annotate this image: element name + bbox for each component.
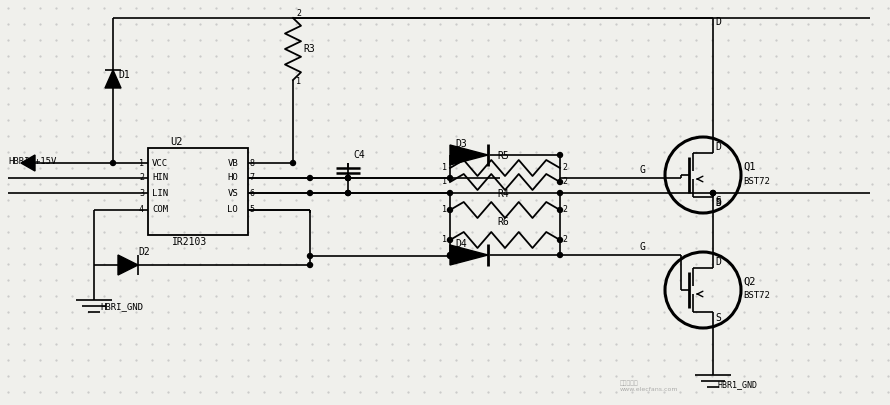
Circle shape — [448, 175, 452, 181]
Text: S: S — [715, 313, 721, 323]
Circle shape — [557, 237, 562, 243]
Text: R4: R4 — [497, 189, 509, 199]
Text: 2: 2 — [562, 205, 567, 215]
Circle shape — [345, 175, 351, 181]
Text: D2: D2 — [138, 247, 150, 257]
Text: C4: C4 — [353, 150, 365, 160]
Text: VS: VS — [227, 188, 238, 198]
Text: 4: 4 — [139, 205, 144, 215]
Circle shape — [557, 179, 562, 185]
Text: VCC: VCC — [152, 158, 168, 168]
Circle shape — [557, 252, 562, 258]
Text: 1: 1 — [442, 177, 447, 186]
Text: S: S — [715, 196, 721, 206]
Circle shape — [345, 190, 351, 196]
Text: Q1: Q1 — [743, 162, 756, 172]
Circle shape — [557, 207, 562, 213]
Text: HBR1_GND: HBR1_GND — [718, 381, 758, 390]
Circle shape — [448, 254, 452, 258]
Text: HBRI_+15V: HBRI_+15V — [8, 156, 56, 166]
Text: 1: 1 — [296, 77, 301, 87]
Text: D: D — [715, 257, 721, 267]
Text: VB: VB — [227, 158, 238, 168]
Text: HO: HO — [227, 173, 238, 183]
Text: HIN: HIN — [152, 173, 168, 183]
Polygon shape — [118, 255, 138, 275]
Circle shape — [710, 190, 716, 196]
Text: 电子发烧友
www.elecfans.com: 电子发烧友 www.elecfans.com — [620, 381, 678, 392]
Circle shape — [557, 153, 562, 158]
Text: IR2103: IR2103 — [172, 237, 207, 247]
Text: G: G — [640, 165, 646, 175]
Circle shape — [110, 160, 116, 166]
Polygon shape — [450, 245, 488, 265]
Polygon shape — [450, 145, 488, 165]
Text: 7: 7 — [249, 173, 254, 183]
Text: G: G — [640, 242, 646, 252]
Text: BST72: BST72 — [743, 292, 770, 301]
Text: R5: R5 — [497, 151, 509, 161]
Circle shape — [345, 190, 351, 196]
Text: 1: 1 — [442, 164, 447, 173]
Text: 2: 2 — [139, 173, 144, 183]
Text: BST72: BST72 — [743, 177, 770, 185]
Text: D: D — [715, 198, 721, 208]
Circle shape — [345, 175, 351, 181]
Text: R6: R6 — [497, 217, 509, 227]
Text: 1: 1 — [442, 205, 447, 215]
Circle shape — [448, 207, 452, 213]
Circle shape — [345, 175, 351, 181]
Text: LO: LO — [227, 205, 238, 215]
Circle shape — [308, 190, 312, 196]
Circle shape — [308, 254, 312, 258]
Text: Q2: Q2 — [743, 277, 756, 287]
Circle shape — [557, 190, 562, 196]
Text: 6: 6 — [249, 188, 254, 198]
Text: S: S — [715, 198, 721, 208]
Text: 3: 3 — [139, 188, 144, 198]
Circle shape — [710, 190, 716, 196]
Text: 2: 2 — [562, 177, 567, 186]
Polygon shape — [105, 70, 121, 88]
Text: LIN: LIN — [152, 188, 168, 198]
Text: D1: D1 — [118, 70, 130, 80]
Circle shape — [308, 262, 312, 267]
Text: R3: R3 — [303, 44, 315, 54]
Circle shape — [448, 237, 452, 243]
Text: 2: 2 — [562, 164, 567, 173]
Text: D: D — [715, 17, 721, 27]
Text: COM: COM — [152, 205, 168, 215]
Text: 2: 2 — [296, 9, 301, 17]
Circle shape — [448, 252, 452, 258]
Text: 1: 1 — [139, 158, 144, 168]
Text: 5: 5 — [249, 205, 254, 215]
Circle shape — [448, 190, 452, 196]
Bar — [148, 148, 248, 235]
Text: 2: 2 — [562, 235, 567, 245]
Text: D: D — [715, 142, 721, 152]
Text: HBRI_GND: HBRI_GND — [100, 303, 143, 311]
Text: D3: D3 — [455, 139, 466, 149]
Polygon shape — [21, 155, 35, 171]
Text: 8: 8 — [249, 158, 254, 168]
Text: D4: D4 — [455, 239, 466, 249]
Text: 1: 1 — [442, 235, 447, 245]
Circle shape — [290, 160, 295, 166]
Circle shape — [308, 175, 312, 181]
Text: U2: U2 — [170, 137, 182, 147]
